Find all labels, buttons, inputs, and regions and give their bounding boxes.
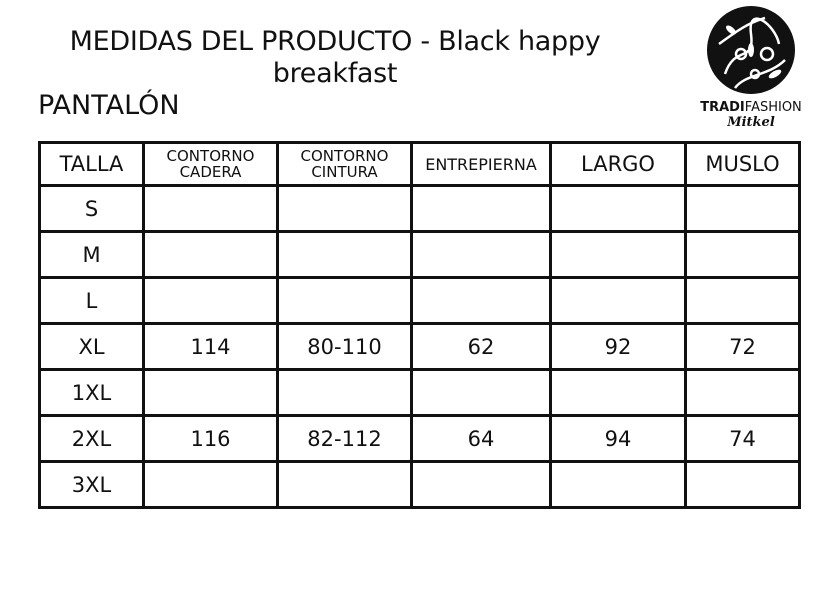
table-cell: 116	[142, 414, 279, 463]
table-cell	[142, 460, 279, 509]
table-cell	[549, 460, 687, 509]
table-row: M	[38, 230, 801, 279]
table-cell	[142, 230, 279, 279]
table-cell	[142, 276, 279, 325]
table-cell: 80-110	[276, 322, 413, 371]
floral-logo-icon	[707, 6, 795, 94]
table-cell: S	[38, 184, 145, 233]
table-cell	[549, 230, 687, 279]
table-cell: 92	[549, 322, 687, 371]
table-cell	[142, 184, 279, 233]
header-entrepierna: ENTREPIERNA	[410, 141, 552, 187]
table-cell	[549, 276, 687, 325]
table-cell: M	[38, 230, 145, 279]
table-row: S	[38, 184, 801, 233]
table-cell: 62	[410, 322, 552, 371]
table-cell	[276, 276, 413, 325]
table-cell	[684, 276, 801, 325]
table-cell: 2XL	[38, 414, 145, 463]
table-cell	[276, 230, 413, 279]
table-cell: 114	[142, 322, 279, 371]
header-row: TALLA CONTORNO CADERA CONTORNO CINTURA E…	[38, 141, 801, 187]
table-cell	[410, 368, 552, 417]
table-cell	[276, 184, 413, 233]
page-title: MEDIDAS DEL PRODUCTO - Black happy break…	[69, 26, 601, 89]
table-cell	[276, 460, 413, 509]
table-cell	[142, 368, 279, 417]
header-muslo: MUSLO	[684, 141, 801, 187]
table-row: 2XL 116 82-112 64 94 74	[38, 414, 801, 463]
table-cell	[549, 368, 687, 417]
table-cell: L	[38, 276, 145, 325]
table-cell	[684, 460, 801, 509]
table-cell	[410, 276, 552, 325]
table-cell	[684, 230, 801, 279]
logo: TRADIFASHION Mitkel	[692, 4, 810, 130]
table-cell	[276, 368, 413, 417]
table-cell: 1XL	[38, 368, 145, 417]
brand-name: TRADIFASHION	[692, 100, 810, 115]
table-cell	[684, 184, 801, 233]
table-cell	[684, 368, 801, 417]
table-cell	[410, 460, 552, 509]
table-cell: 64	[410, 414, 552, 463]
table-cell	[410, 230, 552, 279]
table-row: 3XL	[38, 460, 801, 509]
brand-bold: TRADI	[700, 100, 745, 115]
table-cell: 94	[549, 414, 687, 463]
table-cell: 72	[684, 322, 801, 371]
size-table: TALLA CONTORNO CADERA CONTORNO CINTURA E…	[38, 141, 801, 509]
table-cell: 74	[684, 414, 801, 463]
brand-rest: FASHION	[744, 100, 802, 115]
table-row: XL 114 80-110 62 92 72	[38, 322, 801, 371]
table-cell: XL	[38, 322, 145, 371]
table-row: L	[38, 276, 801, 325]
table-cell: 82-112	[276, 414, 413, 463]
product-type: PANTALÓN	[38, 90, 180, 121]
header-largo: LARGO	[549, 141, 687, 187]
header-talla: TALLA	[38, 141, 145, 187]
table-cell: 3XL	[38, 460, 145, 509]
table-cell	[410, 184, 552, 233]
brand-script: Mitkel	[727, 115, 775, 130]
table-row: 1XL	[38, 368, 801, 417]
table-cell	[549, 184, 687, 233]
header-cintura: CONTORNO CINTURA	[276, 141, 413, 187]
header-cadera: CONTORNO CADERA	[142, 141, 279, 187]
